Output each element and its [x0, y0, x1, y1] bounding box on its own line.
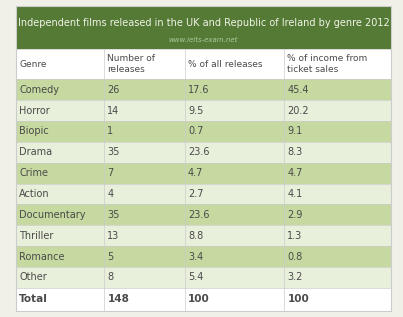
- Bar: [104, 121, 185, 142]
- Bar: [16, 79, 104, 100]
- Bar: [104, 163, 185, 184]
- Text: % of income from
ticket sales: % of income from ticket sales: [287, 55, 368, 74]
- Text: Documentary: Documentary: [19, 210, 86, 220]
- Bar: [104, 246, 185, 267]
- Text: Total: Total: [19, 294, 48, 304]
- Text: 0.7: 0.7: [188, 126, 204, 136]
- Bar: [16, 121, 104, 142]
- Bar: [284, 100, 391, 121]
- Text: Genre: Genre: [19, 60, 47, 69]
- Bar: [185, 288, 284, 311]
- Text: 23.6: 23.6: [188, 210, 210, 220]
- Text: 5.4: 5.4: [188, 272, 204, 282]
- Bar: [104, 142, 185, 163]
- Text: 45.4: 45.4: [287, 85, 309, 95]
- Text: 9.1: 9.1: [287, 126, 303, 136]
- Bar: [16, 225, 104, 246]
- Text: Comedy: Comedy: [19, 85, 59, 95]
- Bar: [284, 121, 391, 142]
- Bar: [185, 225, 284, 246]
- Bar: [16, 49, 391, 79]
- Text: 8.3: 8.3: [287, 147, 303, 157]
- Text: 8.8: 8.8: [188, 231, 203, 241]
- Text: www.ielts-exam.net: www.ielts-exam.net: [169, 37, 238, 43]
- Text: Number of
releases: Number of releases: [108, 55, 156, 74]
- Text: 4.7: 4.7: [188, 168, 204, 178]
- Bar: [284, 204, 391, 225]
- Bar: [16, 142, 104, 163]
- Bar: [16, 246, 104, 267]
- Text: Other: Other: [19, 272, 47, 282]
- Bar: [185, 79, 284, 100]
- Text: 4.1: 4.1: [287, 189, 303, 199]
- Bar: [284, 267, 391, 288]
- Bar: [185, 246, 284, 267]
- Text: 5: 5: [108, 252, 114, 262]
- Text: 1.3: 1.3: [287, 231, 303, 241]
- Text: 3.4: 3.4: [188, 252, 203, 262]
- Bar: [104, 225, 185, 246]
- Bar: [185, 184, 284, 204]
- Bar: [16, 6, 391, 49]
- Bar: [284, 225, 391, 246]
- Text: 2.9: 2.9: [287, 210, 303, 220]
- Text: 2.7: 2.7: [188, 189, 204, 199]
- Bar: [104, 79, 185, 100]
- Bar: [284, 184, 391, 204]
- Text: 17.6: 17.6: [188, 85, 210, 95]
- Text: 4: 4: [108, 189, 114, 199]
- Text: Horror: Horror: [19, 106, 50, 115]
- Bar: [16, 163, 104, 184]
- Bar: [16, 204, 104, 225]
- Text: Biopic: Biopic: [19, 126, 49, 136]
- Text: 35: 35: [108, 147, 120, 157]
- Text: Action: Action: [19, 189, 50, 199]
- Bar: [16, 184, 104, 204]
- Bar: [104, 267, 185, 288]
- Text: 9.5: 9.5: [188, 106, 204, 115]
- Text: 20.2: 20.2: [287, 106, 309, 115]
- Bar: [104, 204, 185, 225]
- Bar: [185, 142, 284, 163]
- Bar: [284, 79, 391, 100]
- Text: Thriller: Thriller: [19, 231, 54, 241]
- Bar: [16, 267, 104, 288]
- Bar: [16, 100, 104, 121]
- Text: Drama: Drama: [19, 147, 52, 157]
- Text: 26: 26: [108, 85, 120, 95]
- Text: Romance: Romance: [19, 252, 65, 262]
- Text: 8: 8: [108, 272, 114, 282]
- Bar: [185, 121, 284, 142]
- Text: 148: 148: [108, 294, 129, 304]
- Text: 14: 14: [108, 106, 120, 115]
- Text: 100: 100: [188, 294, 210, 304]
- Bar: [104, 184, 185, 204]
- Bar: [284, 288, 391, 311]
- Text: 100: 100: [287, 294, 309, 304]
- Text: 4.7: 4.7: [287, 168, 303, 178]
- Bar: [104, 100, 185, 121]
- Bar: [16, 288, 104, 311]
- Text: 7: 7: [108, 168, 114, 178]
- Text: 0.8: 0.8: [287, 252, 303, 262]
- Text: 13: 13: [108, 231, 120, 241]
- Bar: [104, 288, 185, 311]
- Text: 1: 1: [108, 126, 114, 136]
- Bar: [185, 100, 284, 121]
- Bar: [284, 163, 391, 184]
- Text: Independent films released in the UK and Republic of Ireland by genre 2012: Independent films released in the UK and…: [18, 18, 389, 28]
- Text: % of all releases: % of all releases: [188, 60, 262, 69]
- Text: 35: 35: [108, 210, 120, 220]
- Bar: [284, 246, 391, 267]
- Text: 3.2: 3.2: [287, 272, 303, 282]
- Text: 23.6: 23.6: [188, 147, 210, 157]
- Bar: [284, 142, 391, 163]
- Text: Crime: Crime: [19, 168, 48, 178]
- Bar: [185, 267, 284, 288]
- Bar: [185, 163, 284, 184]
- Bar: [185, 204, 284, 225]
